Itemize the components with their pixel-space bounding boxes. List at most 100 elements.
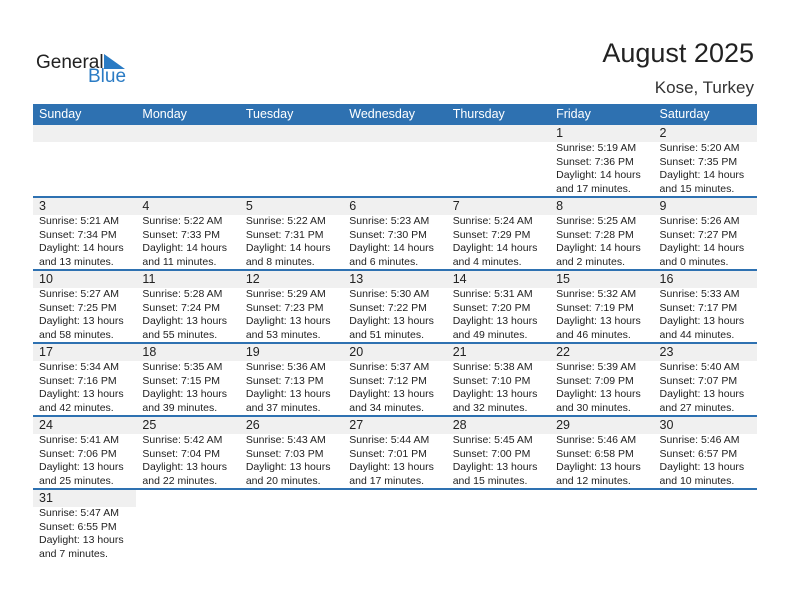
sunset-text: Sunset: 7:00 PM (452, 447, 531, 460)
daylight-text: Daylight: 14 hours (556, 242, 641, 254)
day-cell (240, 490, 343, 563)
daylight-text: Daylight: 13 hours (142, 315, 228, 327)
sunrise-text: Sunrise: 5:39 AM (556, 361, 637, 373)
logo-triangle-icon (104, 54, 125, 69)
day-number: 1 (556, 126, 564, 140)
sunset-text: Sunset: 7:17 PM (659, 301, 738, 314)
daylight-text: Daylight: 13 hours (659, 461, 745, 473)
day-cell (343, 490, 446, 563)
day-cell: 7 Sunrise: 5:24 AM Sunset: 7:29 PM Daylight… (447, 198, 550, 269)
sunset-text: Sunset: 7:35 PM (659, 155, 738, 168)
day-cell: 6 Sunrise: 5:23 AM Sunset: 7:30 PM Daylight… (343, 198, 446, 269)
sunrise-text: Sunrise: 5:27 AM (39, 288, 119, 300)
day-number: 27 (349, 418, 364, 432)
sunrise-text: Sunrise: 5:23 AM (349, 215, 430, 227)
daylight-minutes-text: and 20 minutes. (245, 474, 321, 487)
day-cell: 4 Sunrise: 5:22 AM Sunset: 7:33 PM Daylight… (136, 198, 239, 269)
day-cell (550, 490, 653, 563)
day-number: 20 (349, 345, 364, 359)
sunrise-text: Sunrise: 5:20 AM (659, 142, 740, 154)
day-cell (343, 125, 446, 196)
page-title: August 2025 (602, 38, 754, 68)
day-number: 4 (142, 199, 150, 213)
day-cell: 23 Sunrise: 5:40 AM Sunset: 7:07 PM Dayligh… (654, 344, 757, 415)
day-number: 16 (659, 272, 674, 286)
weekday-saturday: Saturday (659, 107, 710, 121)
daylight-minutes-text: and 17 minutes. (556, 182, 631, 195)
sunset-text: Sunset: 7:20 PM (452, 301, 531, 314)
daylight-minutes-text: and 22 minutes. (142, 474, 218, 487)
sunrise-text: Sunrise: 5:28 AM (142, 288, 223, 300)
day-cell: 29 Sunrise: 5:46 AM Sunset: 6:58 PM Dayligh… (550, 417, 653, 488)
sunrise-text: Sunrise: 5:29 AM (245, 288, 326, 300)
daylight-minutes-text: and 15 minutes. (659, 182, 735, 195)
sunrise-text: Sunrise: 5:22 AM (142, 215, 223, 227)
day-number: 22 (556, 345, 571, 359)
daylight-minutes-text: and 11 minutes. (142, 255, 217, 268)
day-number-band (33, 125, 757, 142)
sunrise-text: Sunrise: 5:25 AM (556, 215, 637, 227)
daylight-text: Daylight: 13 hours (142, 388, 228, 400)
sunrise-text: Sunrise: 5:35 AM (142, 361, 223, 373)
weekday-header: Sunday Monday Tuesday Wednesday Thursday Frid… (33, 104, 757, 125)
day-cell: 20 Sunrise: 5:37 AM Sunset: 7:12 PM Dayligh… (343, 344, 446, 415)
daylight-text: Daylight: 13 hours (39, 534, 124, 546)
daylight-text: Daylight: 13 hours (245, 461, 331, 473)
day-number-band (33, 271, 757, 288)
sunset-text: Sunset: 7:13 PM (245, 374, 324, 387)
sunrise-text: Sunrise: 5:43 AM (245, 434, 326, 446)
day-number: 18 (142, 345, 157, 359)
week-row: 24 Sunrise: 5:41 AM Sunset: 7:06 PM Dayligh… (33, 417, 757, 490)
daylight-minutes-text: and 15 minutes. (452, 474, 528, 487)
week-row: 10 Sunrise: 5:27 AM Sunset: 7:25 PM Dayligh… (33, 271, 757, 344)
day-cell (136, 125, 239, 196)
daylight-text: Daylight: 13 hours (452, 388, 538, 400)
day-number: 30 (659, 418, 674, 432)
sunrise-text: Sunrise: 5:45 AM (452, 434, 533, 446)
day-cell: 3 Sunrise: 5:21 AM Sunset: 7:34 PM Daylight… (33, 198, 136, 269)
day-number-band (33, 490, 137, 507)
daylight-text: Daylight: 13 hours (245, 315, 331, 327)
sunrise-text: Sunrise: 5:31 AM (452, 288, 533, 300)
day-cell: 28 Sunrise: 5:45 AM Sunset: 7:00 PM Dayligh… (447, 417, 550, 488)
day-cell: 16 Sunrise: 5:33 AM Sunset: 7:17 PM Dayligh… (654, 271, 757, 342)
day-number: 14 (452, 272, 467, 286)
daylight-text: Daylight: 13 hours (349, 461, 434, 473)
sunset-text: Sunset: 7:03 PM (245, 447, 324, 460)
day-cell (447, 125, 550, 196)
daylight-minutes-text: and 51 minutes. (349, 328, 424, 341)
daylight-minutes-text: and 46 minutes. (556, 328, 631, 341)
day-number: 19 (245, 345, 260, 359)
day-number: 5 (245, 199, 253, 213)
daylight-minutes-text: and 30 minutes. (556, 401, 631, 414)
daylight-text: Daylight: 14 hours (556, 169, 641, 181)
sunset-text: Sunset: 7:16 PM (39, 374, 117, 387)
day-number: 13 (349, 272, 364, 286)
day-cell: 25 Sunrise: 5:42 AM Sunset: 7:04 PM Dayligh… (136, 417, 239, 488)
day-cell: 12 Sunrise: 5:29 AM Sunset: 7:23 PM Dayligh… (240, 271, 343, 342)
week-row: 17 Sunrise: 5:34 AM Sunset: 7:16 PM Dayligh… (33, 344, 757, 417)
day-cell (33, 125, 136, 196)
day-number: 21 (452, 345, 467, 359)
day-number: 2 (659, 126, 667, 140)
sunrise-text: Sunrise: 5:33 AM (659, 288, 740, 300)
day-number: 23 (659, 345, 674, 359)
sunrise-text: Sunrise: 5:30 AM (349, 288, 430, 300)
day-number: 3 (39, 199, 46, 213)
daylight-minutes-text: and 32 minutes. (452, 401, 528, 414)
daylight-minutes-text: and 49 minutes. (452, 328, 528, 341)
day-cell: 31 Sunrise: 5:47 AM Sunset: 6:55 PM Dayligh… (33, 490, 136, 563)
sunrise-text: Sunrise: 5:22 AM (245, 215, 326, 227)
week-row: 31 Sunrise: 5:47 AM Sunset: 6:55 PM Dayligh… (33, 490, 757, 563)
daylight-text: Daylight: 13 hours (659, 388, 745, 400)
day-cell: 15 Sunrise: 5:32 AM Sunset: 7:19 PM Dayligh… (550, 271, 653, 342)
sunrise-text: Sunrise: 5:44 AM (349, 434, 430, 446)
day-number: 29 (556, 418, 571, 432)
daylight-text: Daylight: 13 hours (349, 315, 434, 327)
weekday-monday: Monday (142, 107, 187, 121)
day-cell (654, 490, 757, 563)
sunset-text: Sunset: 7:19 PM (556, 301, 634, 314)
daylight-minutes-text: and 8 minutes. (245, 255, 315, 268)
sunset-text: Sunset: 7:07 PM (659, 374, 738, 387)
sunrise-text: Sunrise: 5:32 AM (556, 288, 637, 300)
